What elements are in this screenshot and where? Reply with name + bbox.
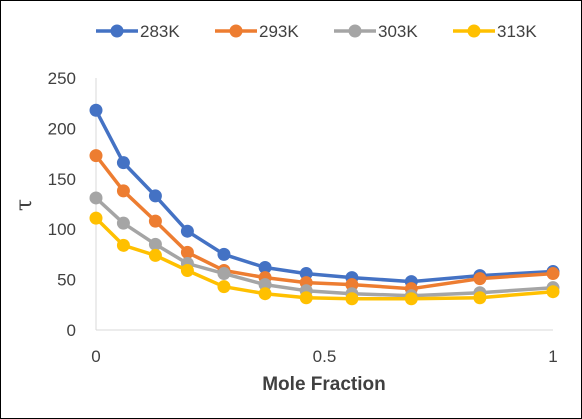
legend-marker	[467, 24, 481, 38]
legend-marker	[229, 24, 243, 38]
data-point	[258, 287, 272, 301]
series-313K	[89, 211, 560, 306]
legend-item: 293K	[215, 22, 299, 41]
legend-marker	[110, 24, 124, 38]
y-tick-label: 0	[67, 321, 76, 340]
series-group	[89, 103, 560, 306]
data-point	[89, 149, 103, 163]
series-293K	[89, 149, 560, 296]
data-point	[473, 291, 487, 305]
legend-item: 303K	[334, 22, 418, 41]
x-tick-label: 0.5	[313, 347, 337, 366]
legend-item: 283K	[96, 22, 180, 41]
legend: 283K 293K 303K 313K	[96, 22, 537, 41]
legend-label: 293K	[259, 22, 299, 41]
y-tick-label: 50	[57, 271, 76, 290]
data-point	[116, 238, 130, 252]
series-303K	[89, 191, 560, 303]
data-point	[299, 291, 313, 305]
x-axis-ticks: 0 0.5 1	[91, 347, 557, 366]
data-point	[217, 267, 231, 281]
data-point	[345, 278, 359, 292]
data-point	[116, 156, 130, 170]
data-point	[89, 191, 103, 205]
data-point	[546, 267, 560, 281]
y-tick-label: 100	[48, 220, 76, 239]
data-point	[217, 247, 231, 261]
data-point	[89, 211, 103, 225]
data-point	[148, 189, 162, 203]
data-point	[180, 264, 194, 278]
y-tick-label: 250	[48, 69, 76, 88]
data-point	[258, 261, 272, 275]
legend-label: 313K	[497, 22, 537, 41]
x-tick-label: 1	[548, 347, 557, 366]
data-point	[148, 214, 162, 228]
data-point	[148, 248, 162, 262]
legend-label: 303K	[378, 22, 418, 41]
data-point	[180, 245, 194, 259]
data-point	[116, 216, 130, 230]
y-tick-label: 200	[48, 119, 76, 138]
data-point	[217, 280, 231, 294]
y-axis-ticks: 0 50 100 150 200 250	[48, 69, 76, 340]
y-tick-label: 150	[48, 170, 76, 189]
data-point	[345, 292, 359, 306]
data-point	[148, 237, 162, 251]
data-point	[89, 103, 103, 117]
series-line	[94, 109, 554, 284]
legend-marker	[348, 24, 362, 38]
data-point	[116, 184, 130, 198]
legend-label: 283K	[140, 22, 180, 41]
data-point	[180, 224, 194, 238]
legend-item: 313K	[453, 22, 537, 41]
data-point	[546, 285, 560, 299]
y-axis-title: τ	[12, 199, 37, 211]
data-point	[473, 272, 487, 286]
data-point	[404, 292, 418, 306]
data-point	[299, 267, 313, 281]
x-tick-label: 0	[91, 347, 100, 366]
x-axis-title: Mole Fraction	[262, 374, 386, 395]
data-point	[258, 278, 272, 292]
series-283K	[89, 103, 560, 289]
series-line	[94, 154, 554, 291]
